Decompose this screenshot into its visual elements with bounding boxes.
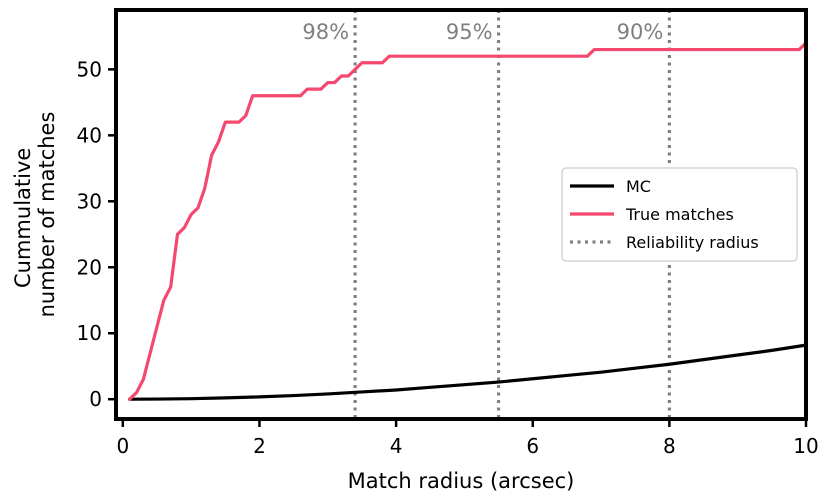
y-tick-label-5: 50 — [77, 57, 102, 81]
reference-line-label-0: 98% — [302, 20, 349, 44]
y-tick-label-4: 40 — [77, 123, 102, 147]
y-tick-label-0: 0 — [89, 387, 102, 411]
y-tick-label-3: 30 — [77, 189, 102, 213]
y-tick-label-1: 10 — [77, 321, 102, 345]
reference-line-label-1: 95% — [446, 20, 493, 44]
x-tick-label-1: 2 — [253, 434, 266, 458]
series-line-0 — [128, 343, 808, 401]
series-line-1 — [128, 41, 808, 401]
legend-label-mc: MC — [626, 177, 651, 196]
x-tick-label-5: 10 — [793, 434, 818, 458]
series-lines — [128, 41, 808, 401]
x-tick-label-3: 6 — [526, 434, 539, 458]
x-tick-label-0: 0 — [116, 434, 129, 458]
y-axis-label-line-1: Cummulative — [11, 148, 35, 288]
legend-label-true-matches: True matches — [625, 205, 734, 224]
legend-label-reliability-radius: Reliability radius — [626, 233, 759, 252]
x-axis-label: Match radius (arcsec) — [348, 469, 575, 493]
plot-frame — [114, 8, 808, 421]
y-axis-label: Cummulative number of matches — [11, 112, 59, 318]
legend: MC True matches Reliability radius — [561, 167, 798, 262]
x-tick-label-4: 8 — [663, 434, 676, 458]
y-tick-label-2: 20 — [77, 255, 102, 279]
legend-box — [561, 167, 798, 262]
y-axis-label-line-2: number of matches — [35, 112, 59, 318]
axis-ticks: 0 2 4 6 8 10 0 10 20 30 40 50 — [77, 57, 819, 458]
x-tick-label-2: 4 — [390, 434, 403, 458]
reference-line-label-2: 90% — [617, 20, 664, 44]
